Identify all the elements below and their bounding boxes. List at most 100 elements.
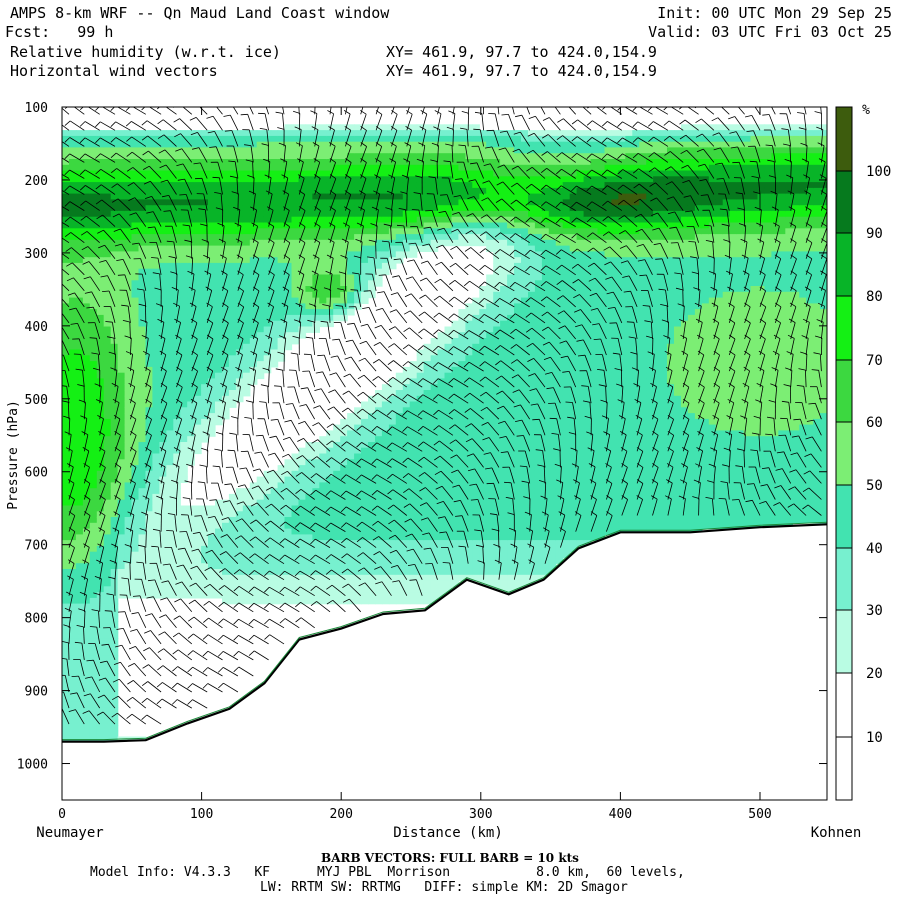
rh-cell xyxy=(291,291,300,299)
rh-cell xyxy=(75,239,84,247)
rh-cell xyxy=(75,228,84,235)
rh-cell xyxy=(256,499,265,507)
rh-cell xyxy=(395,234,404,241)
rh-cell xyxy=(319,511,327,518)
rh-cell xyxy=(82,517,91,524)
rh-cell xyxy=(402,372,411,380)
rh-cell xyxy=(395,182,404,189)
rh-cell xyxy=(402,124,411,131)
rh-cell xyxy=(381,401,390,408)
rh-cell xyxy=(69,239,77,247)
rh-cell xyxy=(208,251,216,258)
rh-cell xyxy=(152,234,160,241)
rh-cell xyxy=(298,540,307,547)
rh-cell xyxy=(166,563,174,570)
rh-cell xyxy=(312,199,320,206)
rh-cell xyxy=(110,193,119,200)
rh-cell xyxy=(493,424,501,431)
rh-cell xyxy=(465,372,473,380)
rh-cell xyxy=(138,493,147,501)
rh-cell xyxy=(361,280,369,287)
rh-cell xyxy=(152,187,160,195)
rh-cell xyxy=(208,193,216,200)
rh-cell xyxy=(423,390,432,397)
rh-cell xyxy=(124,407,133,414)
rh-cell xyxy=(333,182,341,189)
rh-cell xyxy=(228,355,237,362)
rh-cell xyxy=(194,262,202,270)
rh-cell xyxy=(96,551,105,559)
rh-cell xyxy=(62,424,70,431)
rh-cell xyxy=(96,332,105,339)
rh-cell xyxy=(103,649,112,657)
rh-cell xyxy=(388,540,397,547)
rh-cell xyxy=(291,499,300,507)
rh-cell xyxy=(145,465,154,472)
rh-cell xyxy=(138,199,147,206)
rh-cell xyxy=(75,499,84,507)
rh-cell xyxy=(152,442,160,449)
rh-cell xyxy=(375,228,383,235)
rh-cell xyxy=(242,297,251,304)
rh-cell xyxy=(451,239,460,247)
rh-cell xyxy=(465,147,473,154)
rh-cell xyxy=(96,424,105,431)
rh-cell xyxy=(242,332,251,339)
rh-cell xyxy=(395,147,404,154)
rh-cell xyxy=(486,159,494,166)
rh-cell xyxy=(521,488,529,495)
rh-cell xyxy=(124,493,133,501)
rh-cell xyxy=(249,378,258,385)
rh-cell xyxy=(416,407,425,414)
rh-cell xyxy=(326,430,334,437)
rh-cell xyxy=(159,528,167,535)
rh-cell xyxy=(444,442,453,449)
rh-cell xyxy=(187,251,195,258)
rh-cell xyxy=(69,309,77,316)
rh-cell xyxy=(263,291,272,299)
rh-cell xyxy=(284,488,293,495)
rh-cell xyxy=(166,135,174,143)
rh-cell xyxy=(110,545,119,553)
rh-cell xyxy=(69,343,77,351)
rh-cell xyxy=(305,291,313,299)
rh-cell xyxy=(319,257,327,264)
rh-cell xyxy=(138,470,147,478)
rh-cell xyxy=(96,517,105,524)
rh-cell xyxy=(166,372,174,380)
rh-cell xyxy=(437,187,446,195)
rh-cell xyxy=(228,228,237,235)
rh-cell xyxy=(75,603,84,610)
rh-cell xyxy=(409,395,418,403)
rh-cell xyxy=(89,563,98,570)
rh-cell xyxy=(423,580,432,587)
rh-cell xyxy=(430,239,439,247)
rh-cell xyxy=(131,586,140,593)
rh-cell xyxy=(96,286,105,293)
rh-cell xyxy=(277,159,286,166)
rh-cell xyxy=(166,447,174,455)
rh-cell xyxy=(514,141,522,149)
rh-cell xyxy=(416,511,425,518)
rh-cell xyxy=(514,442,522,449)
rh-cell xyxy=(388,493,397,501)
rh-cell xyxy=(340,499,348,507)
rh-cell xyxy=(319,597,327,605)
rh-cell xyxy=(215,176,223,183)
rh-cell xyxy=(437,528,446,535)
rh-cell xyxy=(166,511,174,518)
rh-cell xyxy=(138,320,147,328)
rh-cell xyxy=(381,424,390,431)
rh-cell xyxy=(465,332,473,339)
rh-cell xyxy=(291,592,300,599)
rh-cell xyxy=(500,349,508,356)
rh-cell xyxy=(521,159,529,166)
rh-cell xyxy=(409,436,418,443)
rh-cell xyxy=(270,234,279,241)
rh-cell xyxy=(514,309,522,316)
rh-cell xyxy=(381,268,390,276)
rh-cell xyxy=(375,251,383,258)
rh-cell xyxy=(486,390,494,397)
rh-cell xyxy=(62,153,70,160)
rh-cell xyxy=(451,580,460,587)
